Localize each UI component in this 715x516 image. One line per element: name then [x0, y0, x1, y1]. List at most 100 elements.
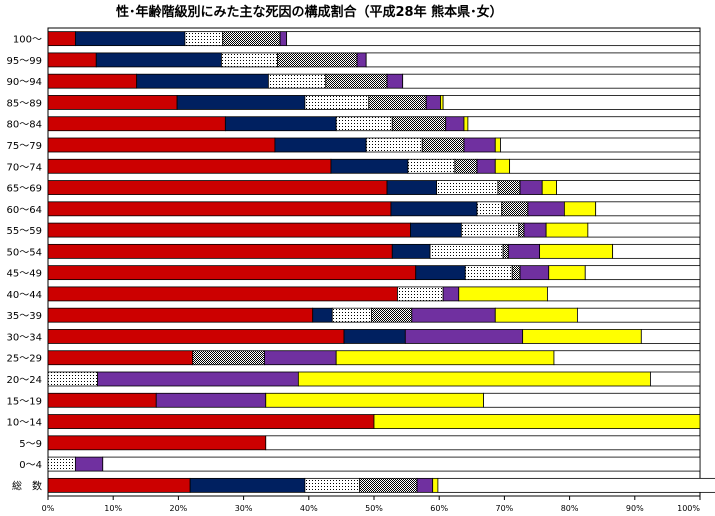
category-label: 35～39 [7, 311, 42, 322]
chart-title: 性･年齢階級別にみた主な死因の構成割合（平成28年 熊本県･女） [116, 4, 503, 20]
bar-segment [264, 350, 337, 366]
bar-segment [402, 73, 701, 89]
bar-segment [368, 95, 427, 110]
bar-segment [47, 265, 417, 281]
bar-segment [640, 329, 701, 344]
bar-segment [331, 307, 372, 323]
bar-segment [224, 116, 337, 132]
bar-segment [523, 222, 547, 238]
bar-segment [519, 180, 543, 195]
bar-segment [386, 73, 404, 89]
bar-segment [527, 201, 565, 217]
bar-segment [553, 350, 701, 366]
bar-segment [397, 286, 444, 302]
category-label: 50～54 [7, 247, 42, 258]
bar-segment [47, 158, 332, 174]
bar-segment [359, 477, 418, 493]
bar-segment [494, 137, 501, 153]
bar-segment [97, 371, 299, 387]
bar-segment [463, 116, 469, 132]
bar-segment [47, 95, 178, 110]
category-label: 25～29 [7, 354, 42, 365]
bar-segment [343, 329, 406, 344]
bar-segment [365, 52, 701, 68]
bar-segment [95, 52, 222, 68]
category-label: 85～89 [7, 98, 42, 109]
bar-segment [501, 201, 529, 217]
x-tick-label: 100% [677, 504, 700, 513]
bar-segment [373, 414, 701, 429]
bar-segment [415, 265, 466, 281]
bar-segment [541, 180, 557, 195]
bar-segment [483, 392, 701, 408]
bar-segment [545, 222, 589, 238]
category-label: 5～9 [19, 439, 42, 450]
bar-segment [330, 158, 409, 174]
bar-segment [437, 477, 715, 493]
bar-segment [547, 286, 701, 302]
bar-segment [47, 73, 138, 89]
bar-segment [335, 116, 393, 132]
bar-segment [155, 392, 267, 408]
category-label: 15～19 [7, 396, 42, 407]
category-label: 総 数 [12, 479, 42, 492]
bar-segment [47, 137, 276, 153]
category-label: 40～44 [7, 290, 42, 301]
bar-segment [445, 116, 465, 132]
category-label: 90～94 [7, 77, 42, 88]
bar-segment [286, 31, 701, 47]
x-tick-label: 60% [430, 504, 448, 513]
bar-segment [518, 222, 525, 238]
bar-segment [476, 158, 496, 174]
bar-segment [500, 137, 701, 153]
bar-segment [410, 222, 462, 238]
bar-segment [390, 201, 478, 217]
bar-segment [136, 73, 269, 89]
bar-segment [365, 137, 423, 153]
category-label: 70～74 [7, 162, 42, 173]
category-label: 80～84 [7, 120, 42, 131]
bar-segment [74, 31, 186, 47]
x-tick-label: 20% [170, 504, 188, 513]
bar-segment [509, 158, 701, 174]
bar-segment [47, 477, 191, 493]
bar-segment [189, 477, 306, 493]
bar-segment [494, 307, 578, 323]
bar-segment [650, 371, 701, 387]
bar-segment [279, 31, 288, 47]
bar-segment [391, 243, 431, 259]
bar-segment [47, 116, 226, 132]
bar-segment [612, 243, 701, 259]
bar-segment [595, 201, 701, 217]
bar-segment [432, 477, 439, 493]
bar-segment [464, 265, 513, 281]
bar-segment [584, 265, 701, 281]
bar-segment [497, 180, 521, 195]
bar-segment [442, 95, 701, 110]
bar-segment [425, 95, 441, 110]
bar-segment [47, 456, 76, 472]
bar-segment [47, 435, 267, 451]
bar-segment [325, 73, 388, 89]
bar-segment [47, 414, 375, 429]
bar-segment [429, 243, 504, 259]
bar-segment [47, 201, 392, 217]
bar-segment [47, 180, 388, 195]
bar-segment [221, 52, 278, 68]
bar-segment [507, 243, 541, 259]
bar-segment [391, 116, 447, 132]
bar-segment [47, 307, 314, 323]
bar-segment [184, 31, 224, 47]
bar-segment [47, 371, 98, 387]
x-tick-label: 80% [561, 504, 579, 513]
bar-segment [312, 307, 333, 323]
bar-segment [47, 329, 345, 344]
x-tick-label: 90% [626, 504, 644, 513]
bar-segment [47, 286, 398, 302]
bar-segment [265, 435, 701, 451]
bar-segment [548, 265, 586, 281]
bar-segment [267, 73, 327, 89]
x-tick-label: 40% [300, 504, 318, 513]
bar-segment [47, 31, 76, 47]
bar-segment [297, 371, 651, 387]
